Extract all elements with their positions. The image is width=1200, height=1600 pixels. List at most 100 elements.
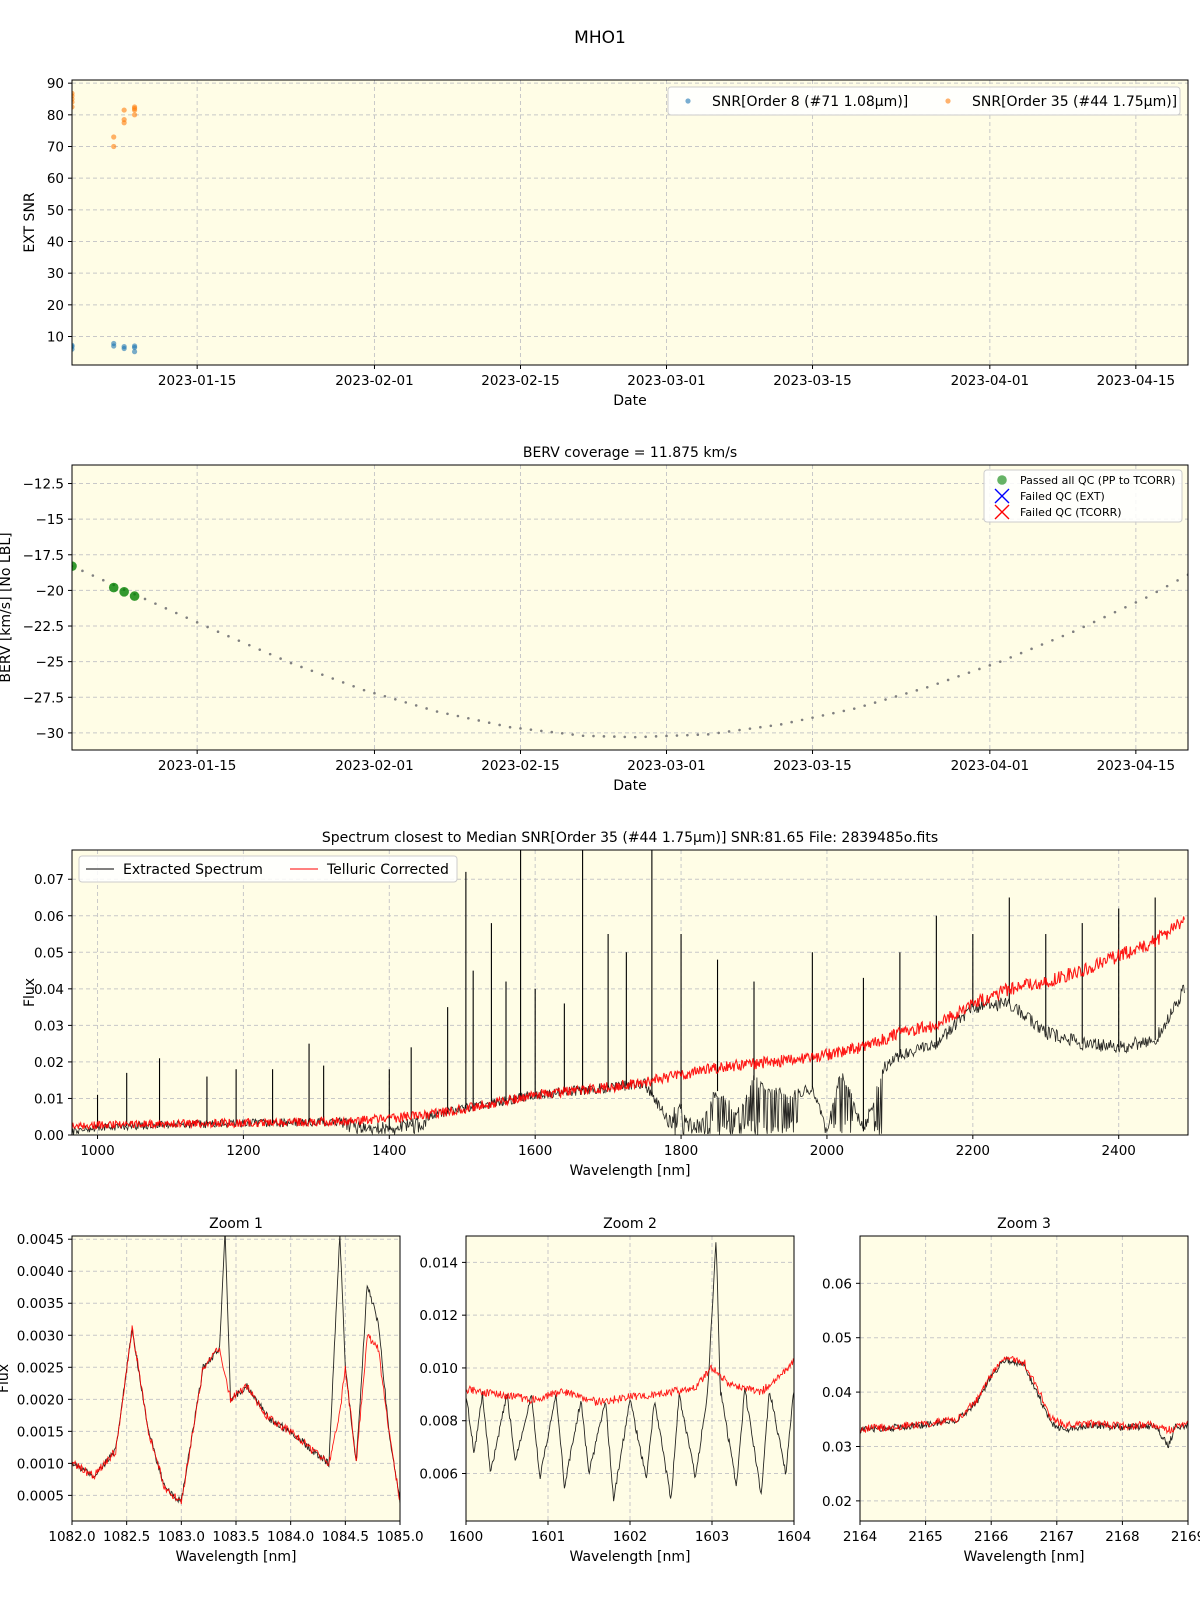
berv-curve-point xyxy=(227,634,230,638)
berv-curve-point xyxy=(362,688,366,692)
berv-curve-point xyxy=(706,733,710,736)
data-point xyxy=(131,343,138,349)
berv-curve-point xyxy=(456,714,460,718)
legend-marker xyxy=(994,488,1010,504)
y-tick-label: 0.0010 xyxy=(17,1456,64,1472)
x-tick-label: 1084.0 xyxy=(267,1529,314,1545)
berv-curve-point xyxy=(1124,605,1127,609)
x-tick-label: 2023-01-15 xyxy=(158,758,236,774)
berv-curve-point xyxy=(592,734,595,738)
y-tick-label: 60 xyxy=(47,171,64,187)
berv-curve-point xyxy=(143,597,147,601)
berv-curve-point xyxy=(206,625,209,629)
x-tick-label: 2023-02-01 xyxy=(335,373,413,389)
berv-curve-point xyxy=(842,709,846,713)
data-point xyxy=(121,107,127,113)
berv-curve-point xyxy=(644,735,647,739)
berv-curve-point xyxy=(988,664,992,667)
y-tick-label: 0.006 xyxy=(419,1467,458,1483)
berv-curve-point xyxy=(331,677,335,680)
y-tick-label: 0.05 xyxy=(822,1331,852,1347)
berv-curve-point xyxy=(195,621,199,624)
y-tick-label: 50 xyxy=(47,203,64,219)
berv-curve-point xyxy=(248,643,251,647)
berv-curve-point xyxy=(602,735,606,738)
berv-curve-point xyxy=(759,725,762,729)
berv-curve-point xyxy=(1134,601,1138,604)
y-tick-label: 0.01 xyxy=(34,1091,64,1107)
berv-curve-point xyxy=(289,661,293,665)
berv-curve-point xyxy=(811,716,814,719)
y-tick-label: 20 xyxy=(47,298,64,314)
x-axis-label: Wavelength [nm] xyxy=(176,1549,297,1565)
legend-entry: Failed QC (EXT) xyxy=(1020,490,1105,503)
berv-curve-point xyxy=(174,611,178,615)
x-tick-label: 2023-03-15 xyxy=(773,373,851,389)
x-tick-label: 2168 xyxy=(1105,1529,1139,1545)
berv-curve-point xyxy=(1155,590,1159,594)
berv-curve-point xyxy=(1144,596,1148,599)
legend: Passed all QC (PP to TCORR) Failed QC (EX… xyxy=(983,469,1183,523)
berv-curve-point xyxy=(633,735,637,739)
berv-curve-point xyxy=(748,727,752,730)
x-tick-label: 1082.5 xyxy=(103,1529,150,1545)
y-tick-label: −27.5 xyxy=(23,690,64,706)
data-point xyxy=(131,104,138,110)
y-tick-label: −30 xyxy=(36,726,65,742)
y-tick-label: 80 xyxy=(47,108,64,124)
berv-curve-point xyxy=(164,607,168,610)
y-tick-label: 0.0040 xyxy=(17,1264,64,1280)
x-tick-label: 2023-04-01 xyxy=(951,373,1029,389)
data-point xyxy=(129,591,140,601)
x-tick-label: 2400 xyxy=(1102,1143,1136,1159)
berv-curve-point xyxy=(435,710,439,713)
y-tick-label: −12.5 xyxy=(23,477,64,493)
y-tick-label: 0.04 xyxy=(822,1385,852,1401)
berv-curve-point xyxy=(873,701,877,704)
chart-title: Zoom 2 xyxy=(603,1216,657,1232)
chart-title: BERV coverage = 11.875 km/s xyxy=(523,445,737,461)
chart-zoom3: 0.02 0.03 0.04 0.05 0.06 2164 2165 2166 2167 2168… xyxy=(822,1216,1200,1565)
y-tick-label: 40 xyxy=(47,235,64,251)
berv-curve-point xyxy=(373,691,376,695)
plot-area xyxy=(72,80,1188,365)
y-tick-label: −20 xyxy=(36,583,65,599)
chart-title: Zoom 3 xyxy=(997,1216,1051,1232)
y-tick-label: 0.0030 xyxy=(17,1328,64,1344)
figure-title: MHO1 xyxy=(574,28,626,48)
series-line xyxy=(72,916,1185,1130)
y-tick-label: 0.0020 xyxy=(17,1392,64,1408)
y-tick-label: −25 xyxy=(36,655,65,671)
berv-curve-point xyxy=(540,729,543,733)
x-tick-label: 2023-03-15 xyxy=(773,758,851,774)
y-axis-label: BERV [km/s] [No LBL] xyxy=(0,532,14,682)
legend-entry: SNR[Order 8 (#71 1.08μm)] xyxy=(712,94,908,110)
x-axis-label: Date xyxy=(613,778,646,794)
y-tick-label: 90 xyxy=(47,76,64,92)
berv-curve-point xyxy=(414,704,418,707)
y-tick-label: 0.012 xyxy=(419,1308,458,1324)
berv-curve-point xyxy=(925,686,929,689)
berv-curve-point xyxy=(790,720,793,724)
berv-curve-point xyxy=(613,735,616,738)
berv-curve-point xyxy=(800,718,804,722)
data-point xyxy=(72,90,75,96)
x-tick-label: 1083.5 xyxy=(212,1529,259,1545)
y-tick-label: 0.00 xyxy=(34,1128,64,1144)
berv-curve-point xyxy=(519,727,522,730)
y-tick-label: 0.0005 xyxy=(17,1488,64,1504)
berv-curve-point xyxy=(1113,610,1117,614)
y-tick-label: 0.010 xyxy=(419,1361,458,1377)
berv-curve-point xyxy=(738,728,741,732)
y-tick-label: 0.008 xyxy=(419,1414,458,1430)
x-tick-label: 2165 xyxy=(908,1529,942,1545)
x-tick-label: 2000 xyxy=(810,1143,844,1159)
berv-curve-point xyxy=(978,667,981,671)
berv-curve-point xyxy=(258,648,262,651)
x-tick-label: 2023-02-15 xyxy=(481,373,559,389)
berv-curve-point xyxy=(237,639,241,642)
berv-curve-point xyxy=(81,569,84,573)
series-line xyxy=(860,1355,1188,1449)
data-point xyxy=(72,561,77,571)
data-point xyxy=(111,340,117,347)
